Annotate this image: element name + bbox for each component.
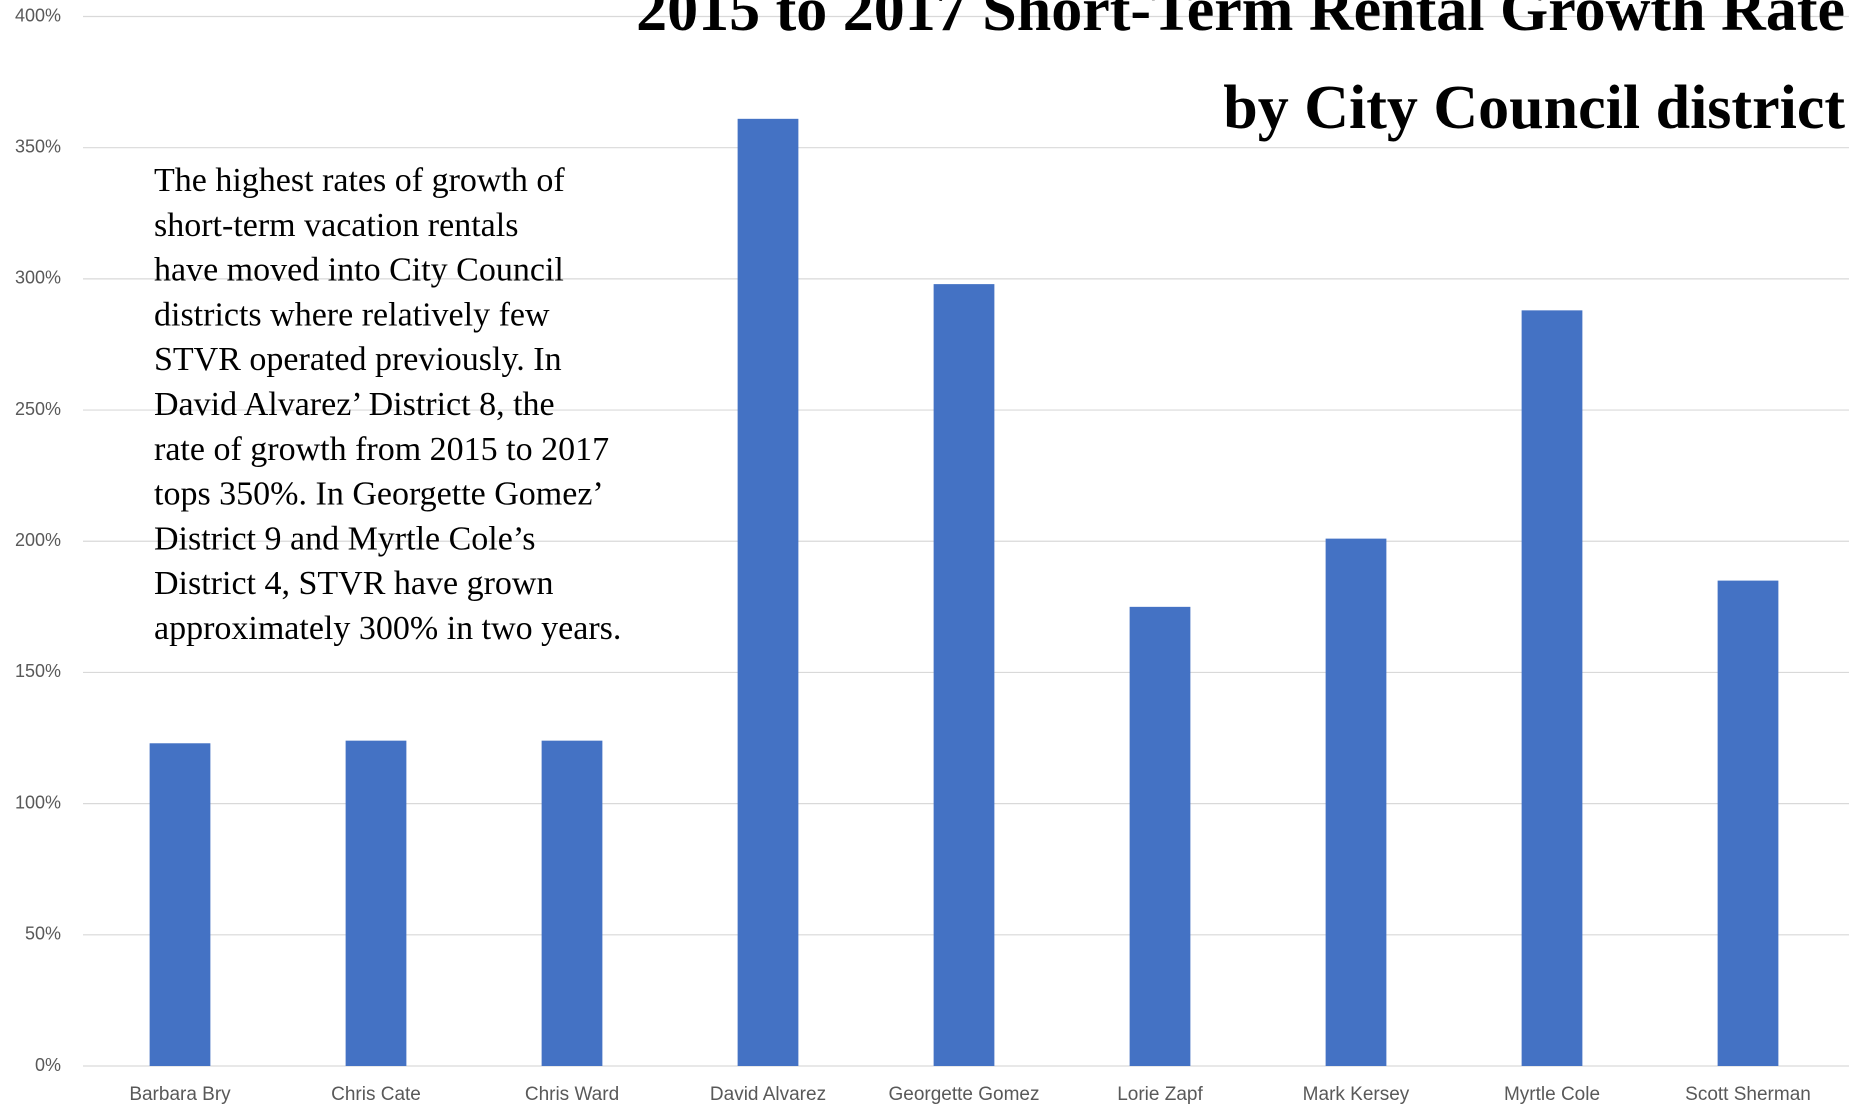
bar <box>933 284 995 1066</box>
x-tick-label: Chris Cate <box>331 1084 421 1105</box>
bar <box>1325 538 1387 1066</box>
chart-title: 2015 to 2017 Short-Term Rental Growth Ra… <box>636 0 1845 44</box>
x-tick-label: David Alvarez <box>710 1084 826 1105</box>
x-tick-label: Barbara Bry <box>129 1084 231 1105</box>
y-tick-label: 250% <box>15 399 61 419</box>
annotation-line: approximately 300% in two years. <box>154 610 621 647</box>
bar <box>345 740 407 1066</box>
bar <box>541 740 603 1066</box>
annotation: The highest rates of growth of short-term… <box>154 162 621 647</box>
bar <box>1129 606 1191 1066</box>
annotation-line: tops 350%. In Georgette Gomez’ <box>154 476 604 513</box>
y-tick-label: 200% <box>15 530 61 550</box>
bar <box>737 118 799 1067</box>
x-tick-label: Mark Kersey <box>1303 1084 1410 1105</box>
y-tick-label: 100% <box>15 792 61 812</box>
x-tick-label: Georgette Gomez <box>888 1084 1039 1105</box>
bar <box>1521 310 1583 1066</box>
x-tick-label: Myrtle Cole <box>1504 1084 1600 1105</box>
y-tick-label: 400% <box>15 5 61 25</box>
bars: Barbara Bry Chris Cate Chris Ward David Alv… <box>129 118 1811 1105</box>
annotation-line: have moved into City Council <box>154 252 564 289</box>
annotation-line: The highest rates of growth of <box>154 162 565 199</box>
annotation-line: short-term vacation rentals <box>154 207 518 244</box>
y-tick-label: 350% <box>15 136 61 156</box>
annotation-line: rate of growth from 2015 to 2017 <box>154 431 609 468</box>
y-tick-label: 50% <box>25 924 61 944</box>
x-tick-label: Lorie Zapf <box>1117 1084 1203 1105</box>
y-tick-label: 300% <box>15 268 61 288</box>
y-tick-label: 150% <box>15 661 61 681</box>
annotation-line: districts where relatively few <box>154 296 550 333</box>
chart-subtitle: by City Council district <box>1223 74 1845 142</box>
annotation-line: STVR operated previously. In <box>154 341 562 378</box>
y-tick-label: 0% <box>35 1055 61 1075</box>
x-tick-label: Scott Sherman <box>1685 1084 1811 1105</box>
annotation-line: District 4, STVR have grown <box>154 565 553 602</box>
bar <box>1717 580 1779 1066</box>
bar <box>149 743 211 1066</box>
annotation-line: District 9 and Myrtle Cole’s <box>154 520 536 557</box>
x-tick-label: Chris Ward <box>525 1084 619 1105</box>
annotation-line: David Alvarez’ District 8, the <box>154 386 555 423</box>
